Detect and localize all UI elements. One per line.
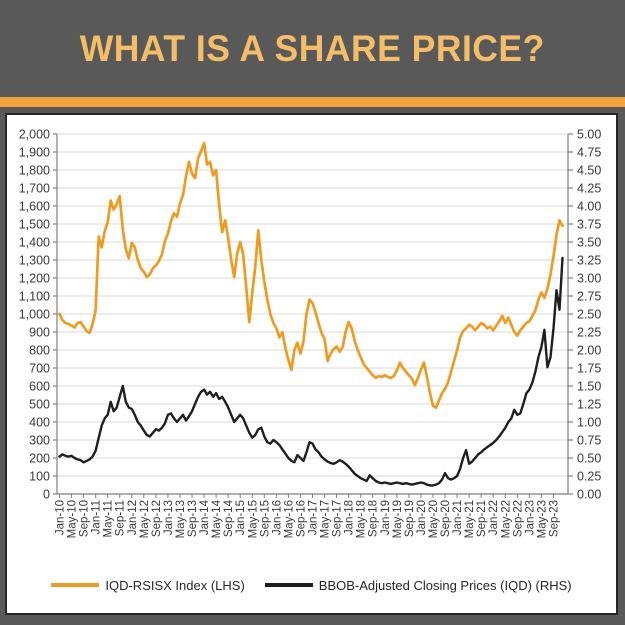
series-line-rsisx-index <box>58 141 564 409</box>
left-axis-label: 0 <box>43 488 50 502</box>
left-axis-label: 1,800 <box>19 164 50 178</box>
left-axis-label: 1,200 <box>19 272 50 286</box>
x-axis-label: May-12 <box>139 500 151 538</box>
right-axis-label: 2.75 <box>577 290 601 304</box>
x-axis-label: Jan-18 <box>344 500 356 535</box>
x-axis-label: May-10 <box>67 500 79 538</box>
x-axis-label: Jan-19 <box>380 500 392 535</box>
x-axis-label: May-14 <box>211 499 223 538</box>
left-axis-label: 1,600 <box>19 200 50 214</box>
x-axis-label: Sep-14 <box>223 499 235 537</box>
left-axis-label: 2,000 <box>19 128 50 142</box>
x-axis-label: Sep-23 <box>548 500 560 537</box>
right-axis-label: 2.00 <box>577 344 601 358</box>
right-axis-label: 4.25 <box>577 182 601 196</box>
left-axis-label: 100 <box>29 470 50 484</box>
legend-label: BBOB-Adjusted Closing Prices (IQD) (RHS) <box>318 577 572 593</box>
left-axis-label: 500 <box>29 398 50 412</box>
right-axis-label: 0.00 <box>577 488 601 502</box>
left-axis-label: 700 <box>29 362 50 376</box>
left-axis-label: 400 <box>29 416 50 430</box>
x-axis-label: Sep-12 <box>151 500 163 537</box>
chart-legend: IQD-RSISX Index (LHS) BBOB-Adjusted Closi… <box>7 570 616 600</box>
legend-item: BBOB-Adjusted Closing Prices (IQD) (RHS) <box>264 577 572 593</box>
left-axis-label: 1,000 <box>19 308 50 322</box>
x-axis-label: May-16 <box>283 500 295 538</box>
x-axis-label: Sep-16 <box>295 500 307 537</box>
right-axis-label: 3.00 <box>577 272 601 286</box>
right-axis-label: 4.75 <box>577 146 601 160</box>
right-axis-label: 1.75 <box>577 362 601 376</box>
x-axis-label: Jan-23 <box>524 500 536 535</box>
legend-swatch <box>51 583 100 587</box>
right-axis-label: 2.25 <box>577 326 601 340</box>
x-axis-label: May-11 <box>103 500 115 538</box>
x-axis-label: Sep-15 <box>259 500 271 537</box>
legend-label: IQD-RSISX Index (LHS) <box>105 577 245 593</box>
right-axis-label: 3.50 <box>577 236 601 250</box>
legend-swatch <box>264 583 313 587</box>
x-axis-label: Sep-11 <box>115 500 127 536</box>
right-axis-label: 0.75 <box>577 434 601 448</box>
left-axis-label: 1,900 <box>19 146 50 160</box>
x-axis-label: Sep-17 <box>332 500 344 537</box>
x-axis-label: Jan-11 <box>91 500 103 534</box>
left-axis-label: 900 <box>29 326 50 340</box>
right-axis-label: 1.00 <box>577 416 601 430</box>
left-axis-label: 600 <box>29 380 50 394</box>
right-axis-label: 0.50 <box>577 452 601 466</box>
legend-item: IQD-RSISX Index (LHS) <box>51 577 245 593</box>
right-axis-label: 2.50 <box>577 308 601 322</box>
left-axis-label: 1,400 <box>19 236 50 250</box>
right-axis-label: 1.25 <box>577 398 601 412</box>
right-axis-label: 5.00 <box>577 128 601 142</box>
left-axis-label: 1,500 <box>19 218 50 232</box>
x-axis-label: Jan-20 <box>416 500 428 535</box>
header-band: WHAT IS A SHARE PRICE? <box>0 0 625 97</box>
left-axis-label: 300 <box>29 434 50 448</box>
left-axis-label: 1,700 <box>19 182 50 196</box>
x-axis-label: Jan-13 <box>163 500 175 535</box>
left-axis-label: 800 <box>29 344 50 358</box>
x-axis-label: May-17 <box>320 500 332 538</box>
x-axis-label: May-13 <box>175 500 187 538</box>
page-title: WHAT IS A SHARE PRICE? <box>79 27 546 69</box>
x-axis-label: May-23 <box>536 500 548 538</box>
right-axis-label: 3.75 <box>577 218 601 232</box>
left-axis-label: 200 <box>29 452 50 466</box>
x-axis-label: Sep-20 <box>440 500 452 537</box>
x-axis-label: Sep-10 <box>79 500 91 537</box>
x-axis-label: May-18 <box>356 500 368 538</box>
x-axis-label: May-15 <box>247 500 259 538</box>
x-axis-label: May-20 <box>428 500 440 538</box>
x-axis-label: Jan-21 <box>452 500 464 535</box>
x-axis-label: May-22 <box>500 500 512 538</box>
x-axis-label: Jan-12 <box>127 500 139 535</box>
x-axis-label: May-21 <box>464 500 476 538</box>
series-line-bbob-price <box>58 256 564 487</box>
right-axis-label: 0.25 <box>577 470 601 484</box>
x-axis-label: Jan-15 <box>235 500 247 535</box>
right-axis-label: 4.00 <box>577 200 601 214</box>
price-chart: 2,000 1,900 1,800 1,700 1,600 1,500 1,400 1,300… <box>19 128 602 539</box>
chart-panel: 2,000 1,900 1,800 1,700 1,600 1,500 1,400 1,300… <box>5 113 618 615</box>
x-axis-label: Jan-22 <box>488 500 500 535</box>
x-axis-label: Sep-13 <box>187 500 199 537</box>
x-axis-label: May-19 <box>392 500 404 538</box>
x-axis-label: Sep-22 <box>512 500 524 537</box>
left-axis-label: 1,300 <box>19 254 50 268</box>
x-axis-label: Sep-18 <box>368 500 380 537</box>
left-axis-label: 1,100 <box>19 290 50 304</box>
x-axis-label: Sep-21 <box>476 500 488 537</box>
x-axis-label: Jan-16 <box>271 500 283 535</box>
divider-bar <box>0 97 625 107</box>
x-axis-label: Sep-19 <box>404 500 416 537</box>
right-axis-label: 3.25 <box>577 254 601 268</box>
x-axis-label: Jan-17 <box>308 500 320 535</box>
right-axis-label: 4.50 <box>577 164 601 178</box>
x-axis-label: Jan-10 <box>55 500 67 535</box>
x-axis-label: Jan-14 <box>199 499 211 535</box>
right-axis-label: 1.50 <box>577 380 601 394</box>
